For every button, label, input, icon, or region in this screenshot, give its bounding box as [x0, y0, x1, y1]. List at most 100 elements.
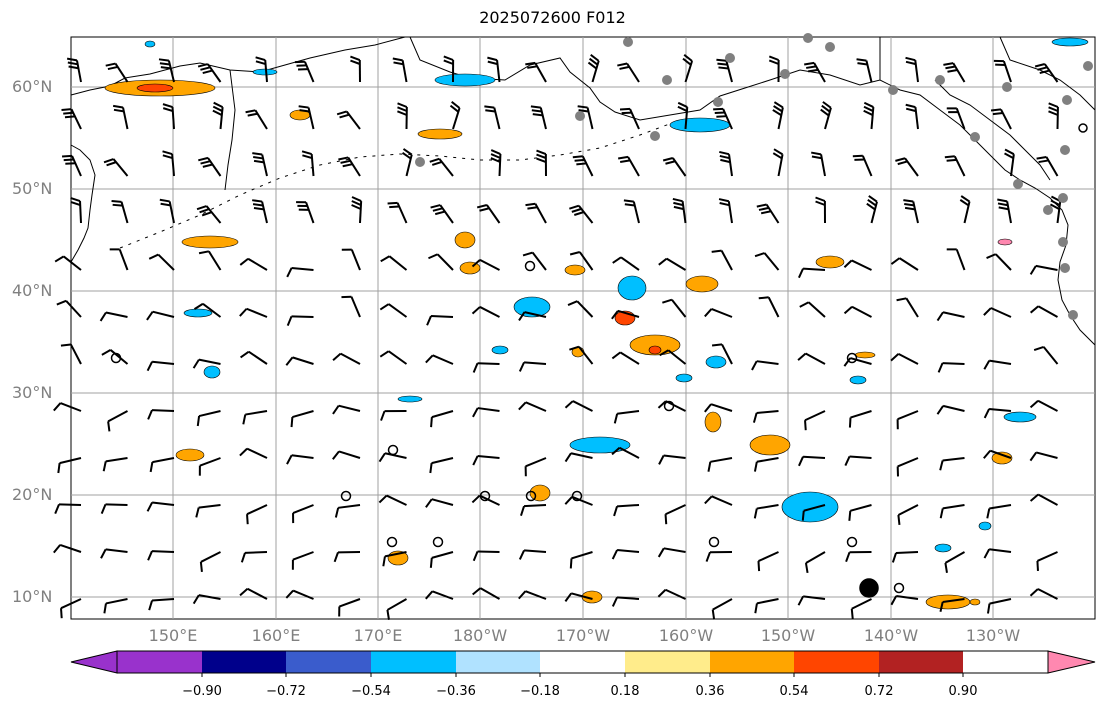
wind-barb [983, 548, 1012, 559]
wind-barb [704, 308, 733, 318]
station-marker [888, 85, 898, 95]
wind-barb [146, 360, 175, 372]
wind-barb [430, 204, 454, 224]
wind-barb [569, 204, 594, 224]
wind-barb [105, 62, 129, 83]
wind-barb [429, 551, 454, 568]
wind-barb [891, 551, 919, 563]
wind-barb [70, 196, 82, 224]
shaded-contour [454, 231, 476, 249]
wind-barb [564, 400, 593, 412]
station-marker [780, 69, 790, 79]
lon-label: 160°W [658, 626, 714, 645]
wind-barb [429, 157, 454, 177]
shaded-contour [175, 448, 205, 462]
wind-barb [379, 303, 408, 318]
calm-circles [110, 123, 1088, 598]
lon-label: 150°W [760, 626, 816, 645]
wind-barb [897, 504, 919, 526]
wind-barb [713, 107, 733, 130]
wind-barb [983, 449, 1012, 459]
station-marker [415, 157, 425, 167]
wind-barb [662, 157, 687, 177]
calm-circle [110, 352, 122, 364]
wind-barb [380, 255, 408, 271]
wind-barb [392, 57, 408, 83]
shaded-contour [648, 345, 662, 355]
wind-barb [286, 266, 314, 278]
wind-barb [292, 504, 314, 524]
wind-barb [518, 311, 547, 321]
wind-barb [255, 56, 268, 83]
station-marker [1060, 145, 1070, 155]
shaded-contour [969, 598, 981, 606]
wind-barb [843, 357, 872, 367]
wind-barb [520, 504, 547, 516]
wind-barb [443, 55, 455, 83]
wind-barb [196, 410, 221, 427]
wind-barb [896, 297, 919, 318]
lat-label: 40°N [12, 281, 53, 300]
wind-barb [53, 402, 82, 412]
station-marker [575, 111, 585, 121]
wind-barb [704, 495, 733, 506]
wind-barb [983, 359, 1012, 370]
wind-barb [147, 409, 175, 420]
colorbar-tick-label: −0.18 [520, 684, 560, 699]
wind-barb [149, 457, 175, 473]
wind-barb [986, 598, 1012, 614]
wind-barb [471, 306, 500, 318]
wind-barb [158, 58, 175, 83]
wind-barb [843, 305, 872, 318]
wind-barb [569, 551, 593, 569]
wind-barb [382, 551, 407, 567]
colorbar-segment [117, 651, 202, 673]
calm-circle [663, 400, 675, 412]
coast-interior [999, 36, 1096, 111]
wind-barb [659, 349, 687, 365]
shaded-contour [1051, 37, 1089, 47]
wind-barb [476, 204, 501, 224]
wind-barb [959, 195, 971, 224]
colorbar-segment [794, 651, 879, 673]
wind-barb [905, 56, 919, 83]
colorbar-segment [879, 651, 963, 673]
wind-barb [1029, 399, 1058, 412]
colorbar-tick-label: 0.36 [695, 684, 725, 699]
wind-barb [611, 549, 640, 560]
lat-label: 30°N [12, 383, 53, 402]
wind-barb [472, 407, 500, 418]
shaded-contour [183, 308, 213, 318]
wind-barb [939, 598, 965, 612]
colorbar-segment [710, 651, 794, 673]
wind-barb [196, 205, 222, 224]
wind-barb [61, 108, 82, 130]
wind-barb [757, 551, 779, 572]
wind-barb [1033, 345, 1059, 365]
shaded-contour [181, 235, 239, 249]
colorbar-segment [202, 651, 286, 673]
shaded-contour [144, 40, 156, 48]
wind-barb [245, 109, 268, 130]
wind-barb [672, 197, 687, 224]
lat-label: 60°N [12, 77, 53, 96]
wind-barb [1034, 63, 1059, 83]
lon-label: 150°E [148, 626, 198, 645]
wind-barb [212, 101, 224, 130]
wind-barb [905, 103, 919, 130]
wind-barb [866, 195, 878, 224]
wind-barb [338, 156, 361, 177]
shaded-contour [569, 436, 631, 454]
wind-barb [564, 495, 593, 506]
colorbar-extend-high [1047, 650, 1096, 674]
wind-barb [939, 457, 965, 471]
wind-barb [937, 362, 965, 373]
wind-barb [986, 253, 1012, 271]
lon-label: 180°W [452, 626, 508, 645]
wind-barb [239, 587, 268, 600]
shaded-contour [417, 128, 463, 140]
wind-barb [613, 504, 640, 517]
wind-barb [246, 504, 268, 525]
wind-barb [848, 410, 872, 428]
wind-barb [1036, 551, 1058, 572]
